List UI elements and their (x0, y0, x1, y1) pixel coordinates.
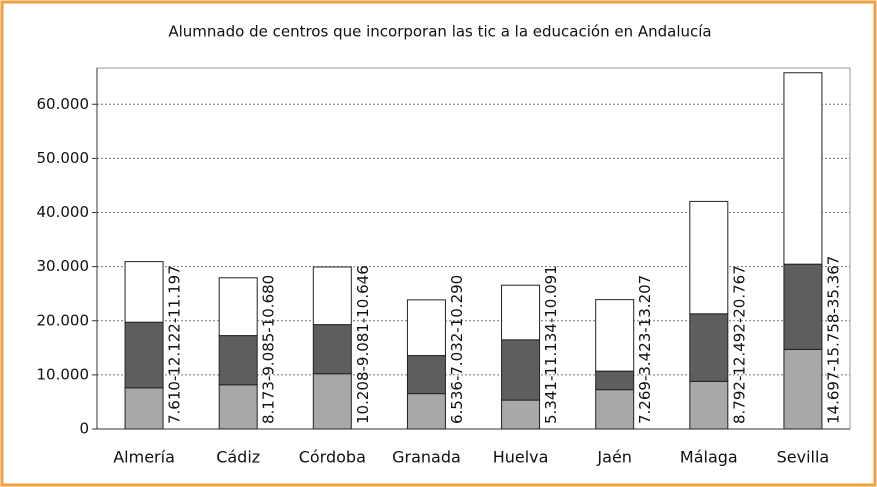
value-label: 14.697-15.758-35.367 (824, 256, 842, 424)
x-tick-label: Almería (113, 448, 175, 467)
value-label: 7.610-12.122-11.197 (166, 265, 184, 424)
bar-segment (218, 277, 258, 337)
bar-segment (218, 335, 258, 386)
x-tick-label: Huelva (493, 448, 549, 467)
bar-segment (689, 380, 729, 430)
value-label: 6.536-7.032-10.290 (448, 275, 466, 424)
bar-segment (124, 321, 164, 389)
y-tick-label: 50.000 (37, 149, 90, 167)
y-tick-label: 40.000 (37, 203, 90, 221)
bar-segment (312, 266, 352, 326)
bar-segment (312, 373, 352, 430)
value-label: 10.208-9.081-10.646 (354, 265, 372, 424)
value-label: 7.269-3.423-13.207 (636, 275, 654, 424)
bar-segment (783, 72, 823, 265)
x-tick-label: Sevilla (777, 448, 830, 467)
y-tick-label: 60.000 (37, 95, 90, 113)
bar-segment (406, 393, 446, 430)
bar-segment (218, 384, 258, 430)
bar-segment (406, 299, 446, 357)
bar-segment (124, 387, 164, 430)
y-tick-label: 0 (79, 420, 89, 438)
bar-segment (783, 263, 823, 350)
bar-segment (124, 261, 164, 323)
x-tick-label: Córdoba (299, 448, 366, 467)
bar-segment (312, 324, 352, 375)
value-label: 5.341-11.134-10.091 (542, 265, 560, 424)
x-tick-label: Granada (392, 448, 461, 467)
bar-segment (595, 389, 635, 430)
value-label: 8.792-12.492-20.767 (730, 265, 748, 424)
bar-segment (689, 200, 729, 315)
bar-segment (783, 348, 823, 430)
bar-segment (595, 299, 635, 372)
bar-segment (595, 370, 635, 391)
bar-segment (406, 355, 446, 395)
bar-segment (689, 313, 729, 382)
bar-segment (501, 339, 541, 401)
y-tick-label: 30.000 (37, 257, 90, 275)
x-tick-label: Málaga (680, 448, 738, 467)
y-tick-label: 10.000 (37, 365, 90, 383)
bar-segment (501, 284, 541, 341)
x-tick-label: Jaén (596, 448, 632, 467)
value-label: 8.173-9.085-10.680 (260, 275, 278, 424)
chart-title: Alumnado de centros que incorporan las t… (168, 23, 711, 41)
y-tick-label: 20.000 (37, 311, 90, 329)
x-tick-label: Cádiz (216, 448, 260, 467)
bar-segment (501, 399, 541, 430)
